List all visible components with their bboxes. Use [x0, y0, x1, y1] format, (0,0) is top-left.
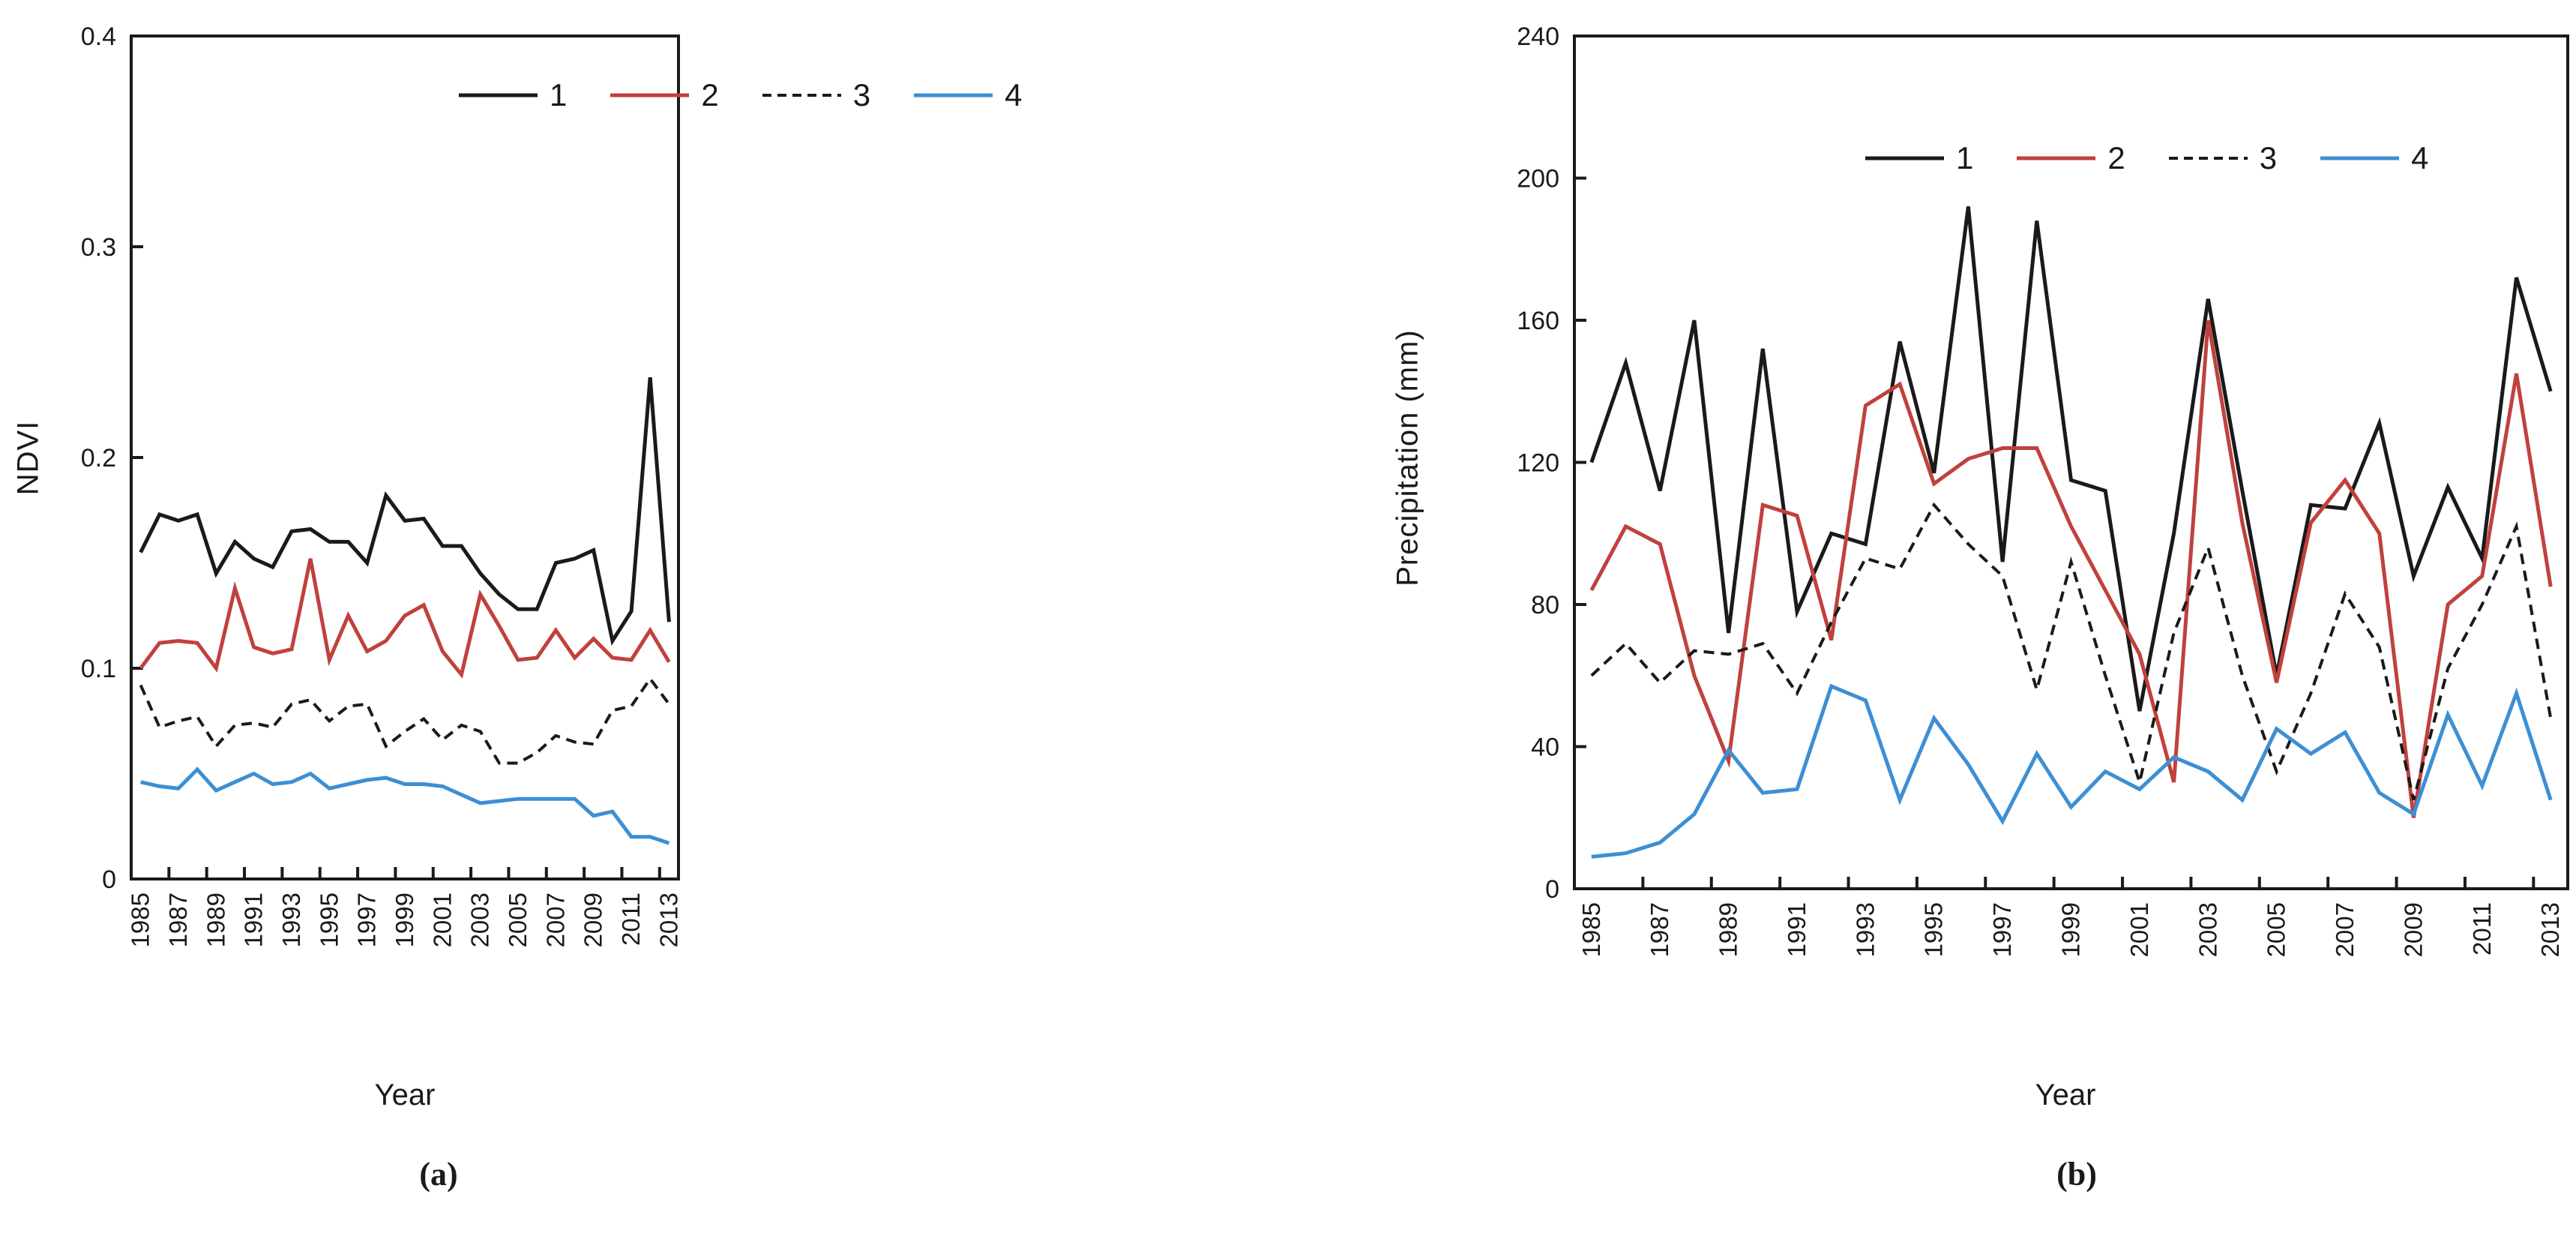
panel-b-legend: 1 2 3 4: [1865, 142, 2428, 174]
y-tick-label: 0.2: [81, 444, 116, 472]
x-tick-label: 1993: [1851, 902, 1879, 957]
panel-a-plot: 0 0.1 0.2 0.3 0.4 1985 1987 1989 1991 1993 1995 199…: [81, 22, 683, 947]
legend-item-4: 4: [2320, 142, 2428, 174]
series-3-line: [139, 676, 671, 765]
x-tick-label: 2003: [2194, 902, 2221, 957]
legend-item-1: 1: [459, 80, 567, 111]
legend-label-2: 2: [2107, 140, 2125, 176]
legend-swatch-1: [459, 93, 538, 98]
series-1-line: [1589, 206, 2553, 712]
x-tick-label: 1995: [1920, 902, 1948, 957]
series-2-line: [1589, 320, 2553, 818]
legend-swatch-4: [914, 93, 993, 98]
legend-swatch-4: [2320, 156, 2400, 160]
panel-b-caption: (b): [2056, 1156, 2097, 1192]
x-tick-label: 2013: [654, 892, 682, 947]
legend-swatch-2: [2017, 156, 2096, 160]
x-tick-label: 1997: [353, 892, 381, 947]
panel-a-caption: (a): [419, 1156, 458, 1192]
legend-label-1: 1: [550, 77, 568, 112]
y-tick-label: 240: [1517, 22, 1559, 51]
y-tick-label: 160: [1517, 307, 1559, 335]
x-tick-label: 2009: [2399, 902, 2427, 957]
series-3-line: [1590, 502, 2553, 801]
legend-label-4: 4: [1005, 77, 1023, 112]
x-tick-label: 1991: [1783, 902, 1811, 957]
series-1-line: [139, 376, 671, 646]
x-tick-label: 2011: [2468, 902, 2496, 956]
series-4-line: [140, 766, 670, 845]
panel-a-y-axis-title: NDVI: [11, 420, 45, 496]
x-tick-label: 2001: [428, 892, 456, 947]
x-tick-label: 1991: [240, 892, 268, 947]
x-tick-label: 1985: [127, 892, 154, 947]
y-tick-label: 0: [1545, 875, 1559, 904]
x-tick-label: 2009: [580, 892, 607, 947]
y-tick-label: 80: [1531, 591, 1559, 620]
panel-b-y-axis-title: Precipitation (mm): [1391, 329, 1424, 586]
series-4-line: [1591, 683, 2553, 859]
legend-item-2: 2: [2017, 142, 2125, 174]
y-tick-label: 0.4: [81, 22, 116, 51]
legend-item-3: 3: [762, 80, 870, 111]
y-tick-label: 40: [1531, 734, 1559, 762]
x-tick-label: 2007: [2331, 902, 2359, 957]
y-tick-label: 0: [102, 866, 116, 894]
legend-item-4: 4: [914, 80, 1022, 111]
x-tick-label: 1997: [1988, 902, 2016, 957]
legend-swatch-3: [762, 94, 841, 97]
y-tick-label: 120: [1517, 449, 1559, 478]
legend-swatch-2: [610, 93, 690, 98]
x-tick-label: 2001: [2125, 902, 2153, 957]
panel-b-x-axis-title: Year: [2035, 1078, 2096, 1112]
x-tick-label: 2005: [504, 892, 532, 947]
x-tick-label: 2007: [541, 892, 569, 947]
legend-label-4: 4: [2411, 140, 2429, 176]
x-tick-label: 1993: [277, 892, 305, 947]
x-tick-label: 1987: [164, 892, 192, 947]
x-tick-label: 2005: [2263, 902, 2290, 957]
plot-border: [130, 34, 680, 880]
legend-label-1: 1: [1956, 140, 1974, 176]
x-tick-label: 2011: [617, 892, 645, 946]
x-tick-label: 1999: [391, 892, 418, 947]
x-tick-label: 1985: [1577, 902, 1605, 957]
x-tick-label: 2013: [2536, 902, 2564, 957]
x-tick-label: 2003: [466, 892, 494, 947]
series-2-line: [139, 558, 671, 679]
legend-label-3: 3: [852, 77, 871, 112]
x-tick-label: 1995: [315, 892, 343, 947]
legend-item-2: 2: [610, 77, 719, 112]
y-tick-label: 200: [1517, 165, 1559, 194]
legend-swatch-1: [1865, 156, 1944, 160]
x-tick-label: 1989: [202, 892, 229, 947]
y-tick-label: 0.3: [81, 233, 116, 262]
legend-item-3: 3: [2168, 140, 2278, 176]
legend-label-2: 2: [701, 77, 719, 112]
x-tick-label: 1999: [2057, 902, 2085, 957]
x-tick-label: 1987: [1646, 902, 1673, 957]
legend-item-1: 1: [1865, 142, 1973, 174]
y-tick-label: 0.1: [81, 655, 116, 683]
panel-b-plot: 0 40 80 120 160 200 240 1985 1987 1989 1991 1993 199…: [1517, 22, 2569, 957]
panel-a-x-axis-title: Year: [374, 1078, 436, 1112]
legend-swatch-3: [2168, 157, 2248, 160]
legend-label-3: 3: [2259, 140, 2278, 176]
panel-a-legend: 1 2 3 4: [459, 80, 1022, 111]
x-tick-label: 1989: [1715, 902, 1742, 957]
